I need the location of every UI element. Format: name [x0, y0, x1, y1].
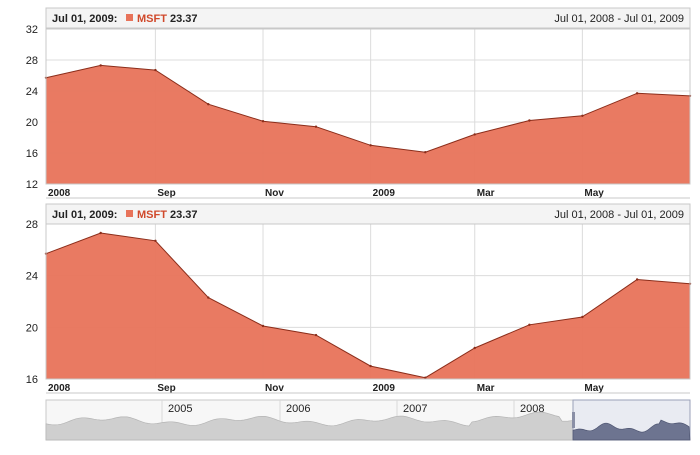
data-point: [99, 64, 102, 67]
data-point: [473, 346, 476, 350]
panel-header: [45, 7, 691, 29]
navigator-year-label: 2007: [403, 403, 427, 415]
x-tick-label: May: [584, 383, 604, 394]
legend-series-name: MSFT: [137, 13, 167, 25]
data-point: [635, 278, 639, 281]
data-point: [473, 133, 476, 136]
data-point: [154, 239, 157, 242]
data-point: [528, 119, 531, 122]
x-tick-label: May: [584, 188, 604, 199]
x-tick-label: 2008: [48, 383, 71, 394]
y-tick-label: 12: [26, 179, 38, 191]
x-tick-label: Sep: [157, 188, 175, 199]
data-point: [261, 324, 265, 328]
navigator-year-label: 2006: [286, 403, 310, 415]
y-tick-label: 28: [26, 55, 38, 67]
legend-series-value: 23.37: [170, 209, 198, 221]
data-point: [207, 103, 210, 106]
chart-panel-1: Jul 01, 2009: MSFT 23.37 Jul 01, 2008 - Jul…: [26, 7, 692, 199]
data-point: [369, 364, 372, 368]
y-tick-label: 16: [26, 148, 38, 160]
y-tick-label: 24: [26, 271, 38, 283]
navigator-year-label: 2005: [168, 403, 192, 415]
y-tick-label: 20: [26, 322, 38, 334]
navigator-handle-left[interactable]: [572, 412, 575, 428]
data-point: [424, 376, 427, 379]
series-area: [46, 233, 690, 379]
data-point: [424, 151, 427, 154]
x-tick-label: Sep: [157, 383, 175, 394]
x-tick-label: Nov: [265, 188, 284, 199]
legend-series-name: MSFT: [137, 209, 167, 221]
legend-series-value: 23.37: [170, 13, 198, 25]
chart-panel-2: Jul 01, 2009: MSFT 23.37 Jul 01, 2008 - Jul…: [26, 203, 692, 394]
data-point: [581, 114, 584, 118]
x-tick-label: Mar: [477, 383, 495, 394]
y-tick-label: 20: [26, 117, 38, 129]
legend-swatch: [126, 14, 133, 21]
x-tick-label: 2009: [373, 188, 396, 199]
data-point: [207, 296, 210, 299]
header-range-label: Jul 01, 2008 - Jul 01, 2009: [554, 209, 684, 221]
data-point: [261, 120, 265, 123]
data-point: [581, 315, 584, 319]
x-tick-label: 2009: [373, 383, 396, 394]
data-point: [154, 68, 157, 72]
y-tick-label: 32: [26, 24, 38, 36]
legend-swatch: [126, 210, 133, 217]
y-tick-label: 24: [26, 86, 38, 98]
navigator[interactable]: 20052006200720082009: [45, 399, 691, 441]
header-date-label: Jul 01, 2009:: [52, 13, 117, 25]
header-range-label: Jul 01, 2008 - Jul 01, 2009: [554, 13, 684, 25]
x-tick-label: 2008: [48, 188, 71, 199]
plot-border: [45, 223, 691, 380]
series-area: [46, 65, 690, 184]
data-point: [314, 125, 318, 128]
plot-border: [45, 28, 691, 185]
navigator-selected-area: [572, 419, 691, 441]
y-tick-label: 28: [26, 219, 38, 231]
y-tick-label: 16: [26, 374, 38, 386]
data-point: [635, 92, 639, 95]
x-tick-label: Mar: [477, 188, 495, 199]
data-point: [528, 323, 531, 326]
data-point: [369, 144, 372, 147]
data-point: [314, 333, 318, 337]
x-tick-label: Nov: [265, 383, 284, 394]
data-point: [99, 231, 102, 235]
header-date-label: Jul 01, 2009:: [52, 209, 117, 221]
